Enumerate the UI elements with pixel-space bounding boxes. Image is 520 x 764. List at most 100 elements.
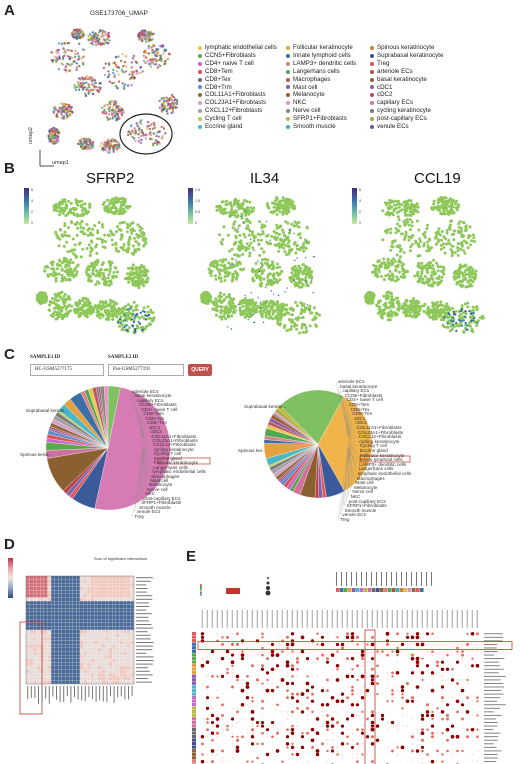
umap-point (158, 54, 162, 57)
feature-expr-point (458, 319, 461, 322)
feature-point (125, 317, 129, 321)
feature-point (68, 278, 72, 282)
feature-point (99, 313, 103, 317)
umap-point (99, 29, 102, 32)
feature-expr-point (133, 316, 136, 319)
feature-point (426, 223, 429, 227)
feature-point (141, 273, 144, 277)
pie-leader-line (134, 451, 143, 513)
sample1-input[interactable]: HC-GSM5277175 (30, 364, 104, 376)
legend-item: Smooth muscle (286, 123, 356, 131)
umap-point (117, 80, 121, 83)
sample2-input[interactable]: Pso-GSM5277191 (108, 364, 184, 376)
pie-slice (317, 396, 373, 492)
feature-point (54, 305, 58, 309)
feature-point (456, 205, 460, 209)
feature-expr-point (312, 292, 314, 294)
umap-point (74, 29, 78, 32)
feature-point (403, 200, 407, 204)
feature-point (95, 263, 99, 266)
feature-point (254, 262, 258, 265)
umap-point (153, 63, 156, 66)
query-button[interactable]: QUERY (188, 364, 212, 376)
heatmap-cell (65, 594, 69, 598)
feature-point (415, 219, 419, 223)
umap-point (78, 64, 81, 68)
feature-point (248, 244, 252, 248)
feature-point (61, 305, 65, 309)
feature-point (219, 259, 222, 262)
umap-point (131, 136, 134, 139)
umap-point (50, 131, 53, 135)
heatmap-cell (90, 586, 95, 591)
feature-point (249, 315, 253, 318)
umap-point (112, 149, 115, 152)
feature-point (383, 308, 387, 312)
umap-point (81, 88, 85, 91)
heatmap-cell (47, 586, 51, 591)
feature-point (37, 298, 41, 302)
feature-point (267, 302, 271, 306)
umap-point (160, 103, 164, 107)
umap-point (117, 115, 120, 118)
umap-point (91, 144, 95, 148)
umap-point (103, 144, 107, 147)
feature-point (305, 225, 309, 229)
feature-expr-point (130, 318, 133, 321)
feature-point (395, 275, 399, 279)
umap-point (130, 83, 133, 87)
umap-point (75, 86, 78, 89)
feature-expr-point (245, 297, 247, 299)
feature-point (425, 249, 429, 253)
feature-point (58, 237, 62, 241)
feature-point (386, 273, 390, 277)
umap-point (68, 69, 72, 72)
feature-point (104, 317, 108, 321)
feature-point (217, 294, 221, 298)
pie-label: Suprabasal keratin... (244, 404, 287, 409)
feature-point (274, 199, 277, 203)
umap-point (151, 61, 154, 64)
umap-point (134, 129, 137, 132)
feature-point (295, 247, 299, 251)
feature-point (71, 271, 74, 275)
feature-expr-point (464, 321, 467, 325)
feature-point (440, 275, 444, 279)
heatmap-cell (47, 579, 51, 583)
feature-expr-point (235, 259, 237, 261)
feature-point (105, 205, 109, 208)
feature-point (132, 276, 136, 280)
umap-point (117, 105, 120, 108)
umap-point (108, 63, 111, 67)
pie-label: Follicular keratinocyte (153, 460, 199, 466)
feature-point (389, 231, 393, 235)
feature-point (394, 231, 398, 235)
legend-swatch (370, 125, 374, 130)
feature-point (263, 224, 267, 228)
feature-point (122, 207, 126, 211)
umap-point (174, 101, 178, 105)
legend-swatch (198, 61, 202, 66)
legend-item: Cycling T cell (198, 115, 277, 123)
feature-point (384, 274, 388, 278)
feature-point (420, 261, 424, 265)
feature-point (384, 305, 388, 309)
legend-swatch (286, 93, 290, 98)
umap-point (72, 33, 75, 37)
heatmap-cell (65, 586, 69, 591)
feature-point (142, 244, 146, 248)
feature-point (265, 299, 269, 303)
feature-point (410, 220, 414, 224)
feature-expr-point (270, 290, 273, 292)
umap-point (146, 120, 150, 124)
feature-point (102, 305, 106, 309)
feature-point (390, 273, 394, 277)
feature-point (82, 296, 86, 300)
feature-expr-point (269, 239, 271, 241)
feature-point (395, 203, 399, 207)
umap-point (50, 51, 53, 54)
feature-point (391, 239, 395, 243)
umap-point (158, 130, 161, 133)
umap-point (48, 140, 51, 143)
umap-point (142, 54, 145, 57)
